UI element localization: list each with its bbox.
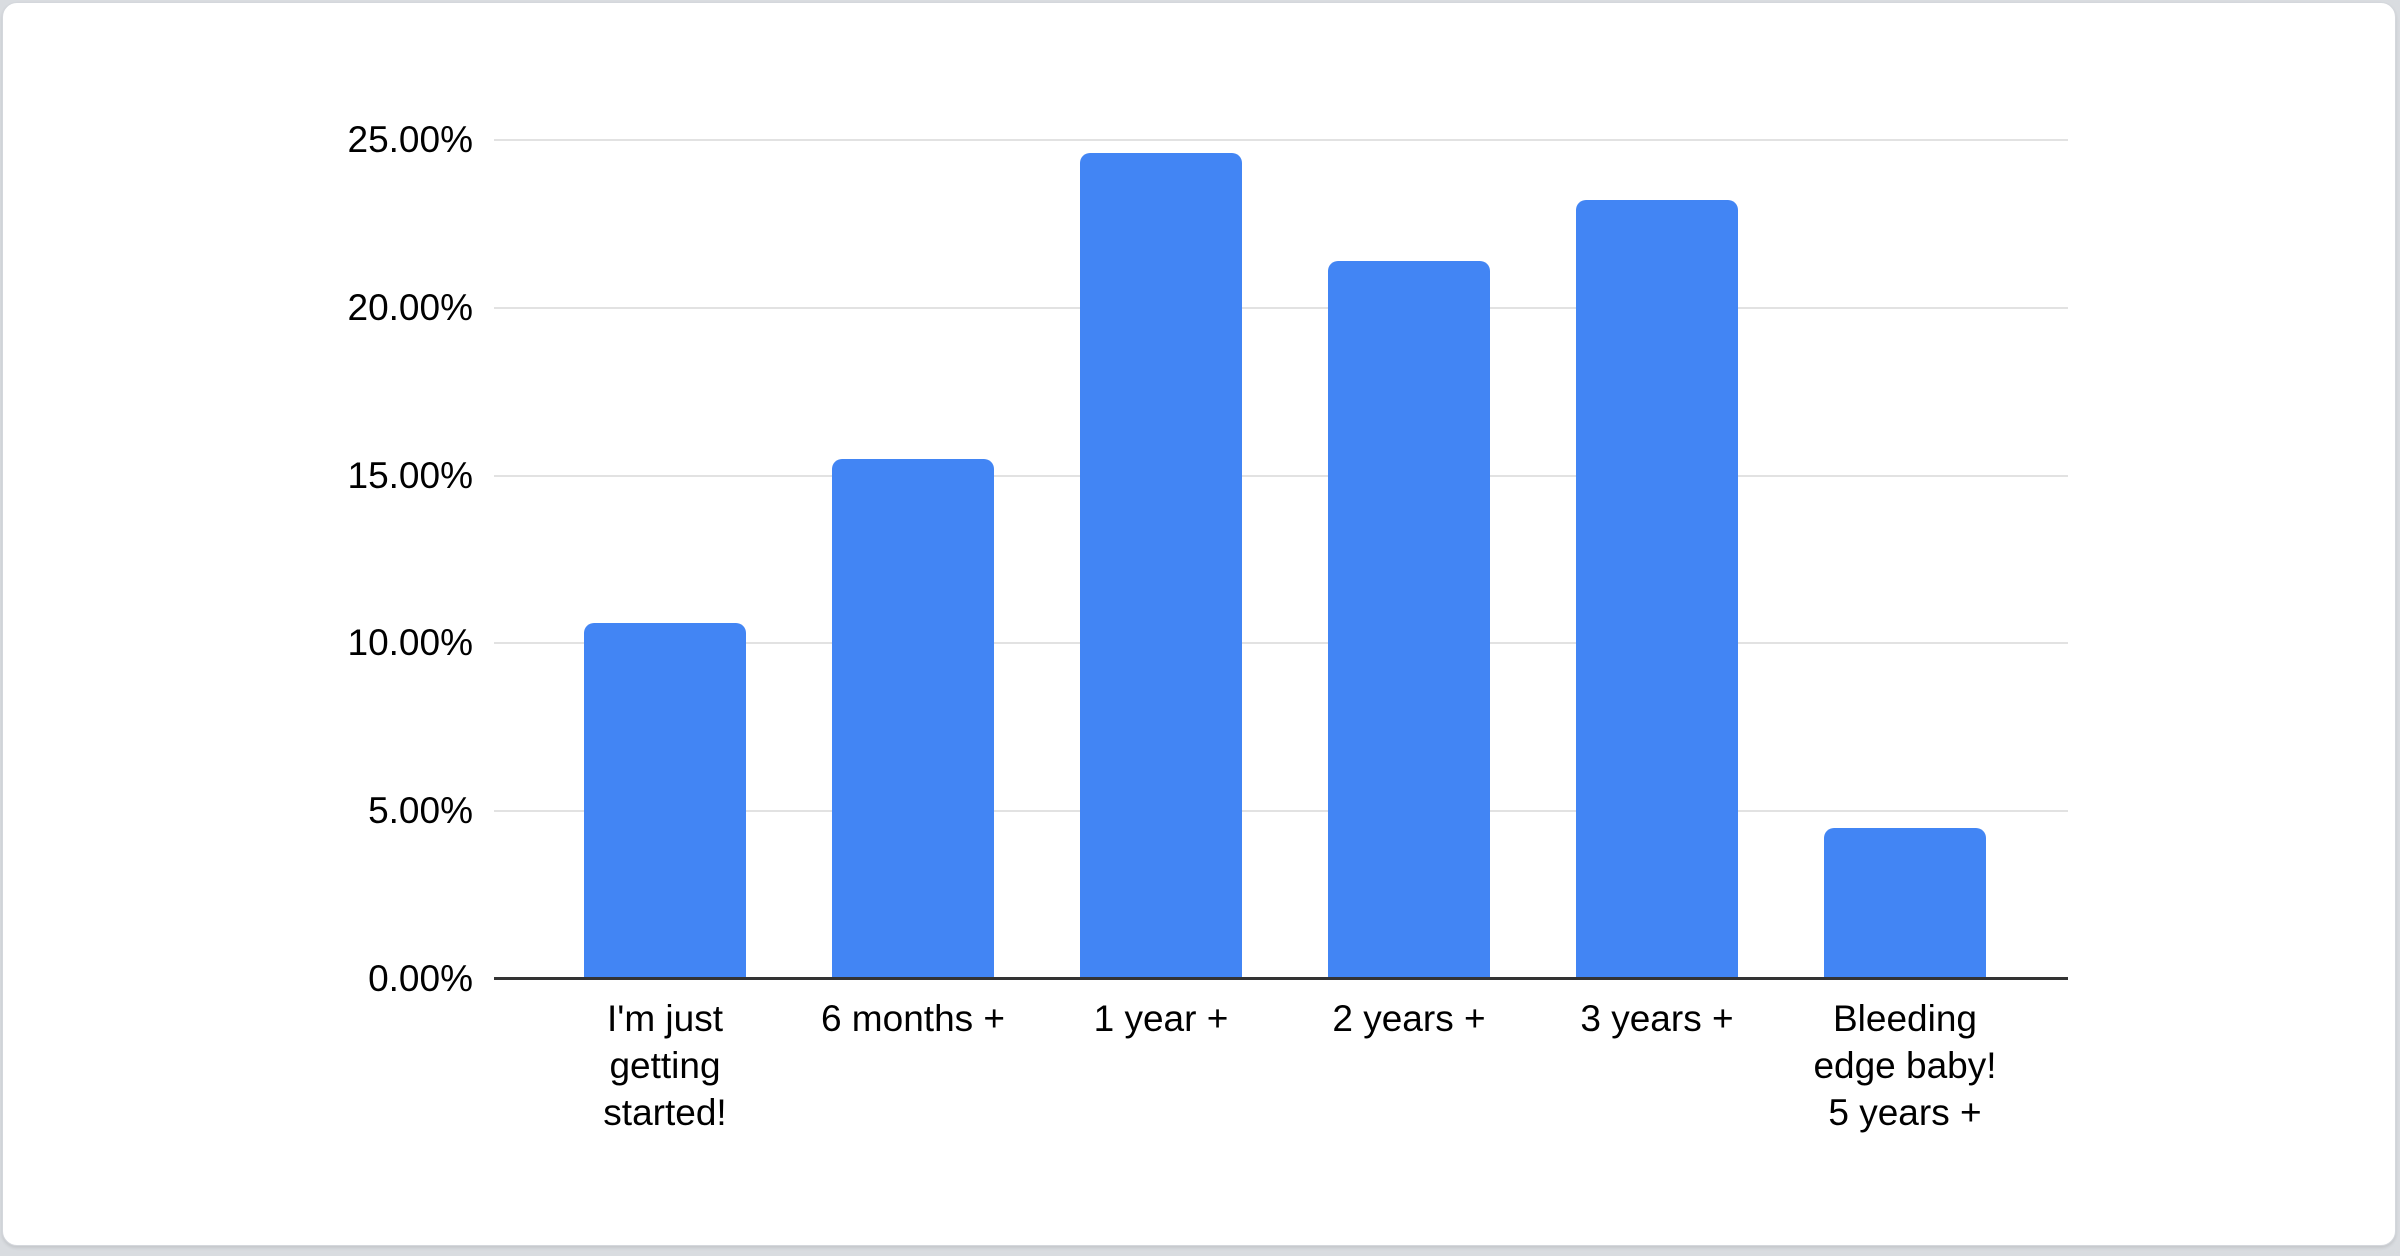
- x-axis-category-label: 6 months +: [820, 998, 1006, 1039]
- plot-area: [494, 139, 2068, 980]
- bar-4[interactable]: [1328, 260, 1490, 979]
- bar-slot: [541, 140, 789, 979]
- x-axis-category-label: 1 year +: [1093, 998, 1229, 1039]
- y-axis-tick-label: 25.00%: [347, 119, 474, 160]
- gridline: [494, 306, 2068, 309]
- bar-slot: [789, 140, 1037, 979]
- bar-5[interactable]: [1576, 200, 1738, 979]
- bar-slot: [1781, 140, 2029, 979]
- y-axis-tick-label: 20.00%: [347, 286, 474, 328]
- x-axis-line: [494, 977, 2068, 980]
- gridline: [494, 642, 2068, 645]
- bar-6[interactable]: [1824, 827, 1986, 979]
- x-axis: I'm just getting started! 6 months + 1 yea…: [541, 996, 2029, 1137]
- bar-slot: [1533, 140, 1781, 979]
- y-axis-tick-label: 15.00%: [347, 454, 474, 496]
- y-axis-tick-label: 5.00%: [368, 790, 473, 832]
- bar-slot: [1037, 140, 1285, 979]
- x-axis-category-label: 2 years +: [1332, 998, 1486, 1039]
- y-axis-tick-label: 10.00%: [347, 622, 474, 664]
- bar-slot: [1285, 140, 1533, 979]
- y-axis: 0.00% 5.00% 10.00% 15.00% 20.00% 25.00%: [3, 119, 474, 999]
- x-axis-category-label: Bleeding edge baby! 5 years +: [1813, 998, 1997, 1133]
- bar-3[interactable]: [1080, 153, 1242, 979]
- y-axis-tick-label: 0.00%: [368, 958, 473, 999]
- gridline: [494, 139, 2068, 141]
- gridline: [494, 474, 2068, 477]
- bar-series: [541, 140, 2029, 979]
- bar-1[interactable]: [584, 623, 746, 979]
- x-axis-category-label: 3 years +: [1580, 998, 1734, 1039]
- gridline: [494, 810, 2068, 813]
- bar-2[interactable]: [832, 458, 994, 979]
- bar-chart: 0.00% 5.00% 10.00% 15.00% 20.00% 25.00% I'm j…: [3, 3, 2395, 1245]
- x-axis-category-label: I'm just getting started!: [603, 998, 727, 1133]
